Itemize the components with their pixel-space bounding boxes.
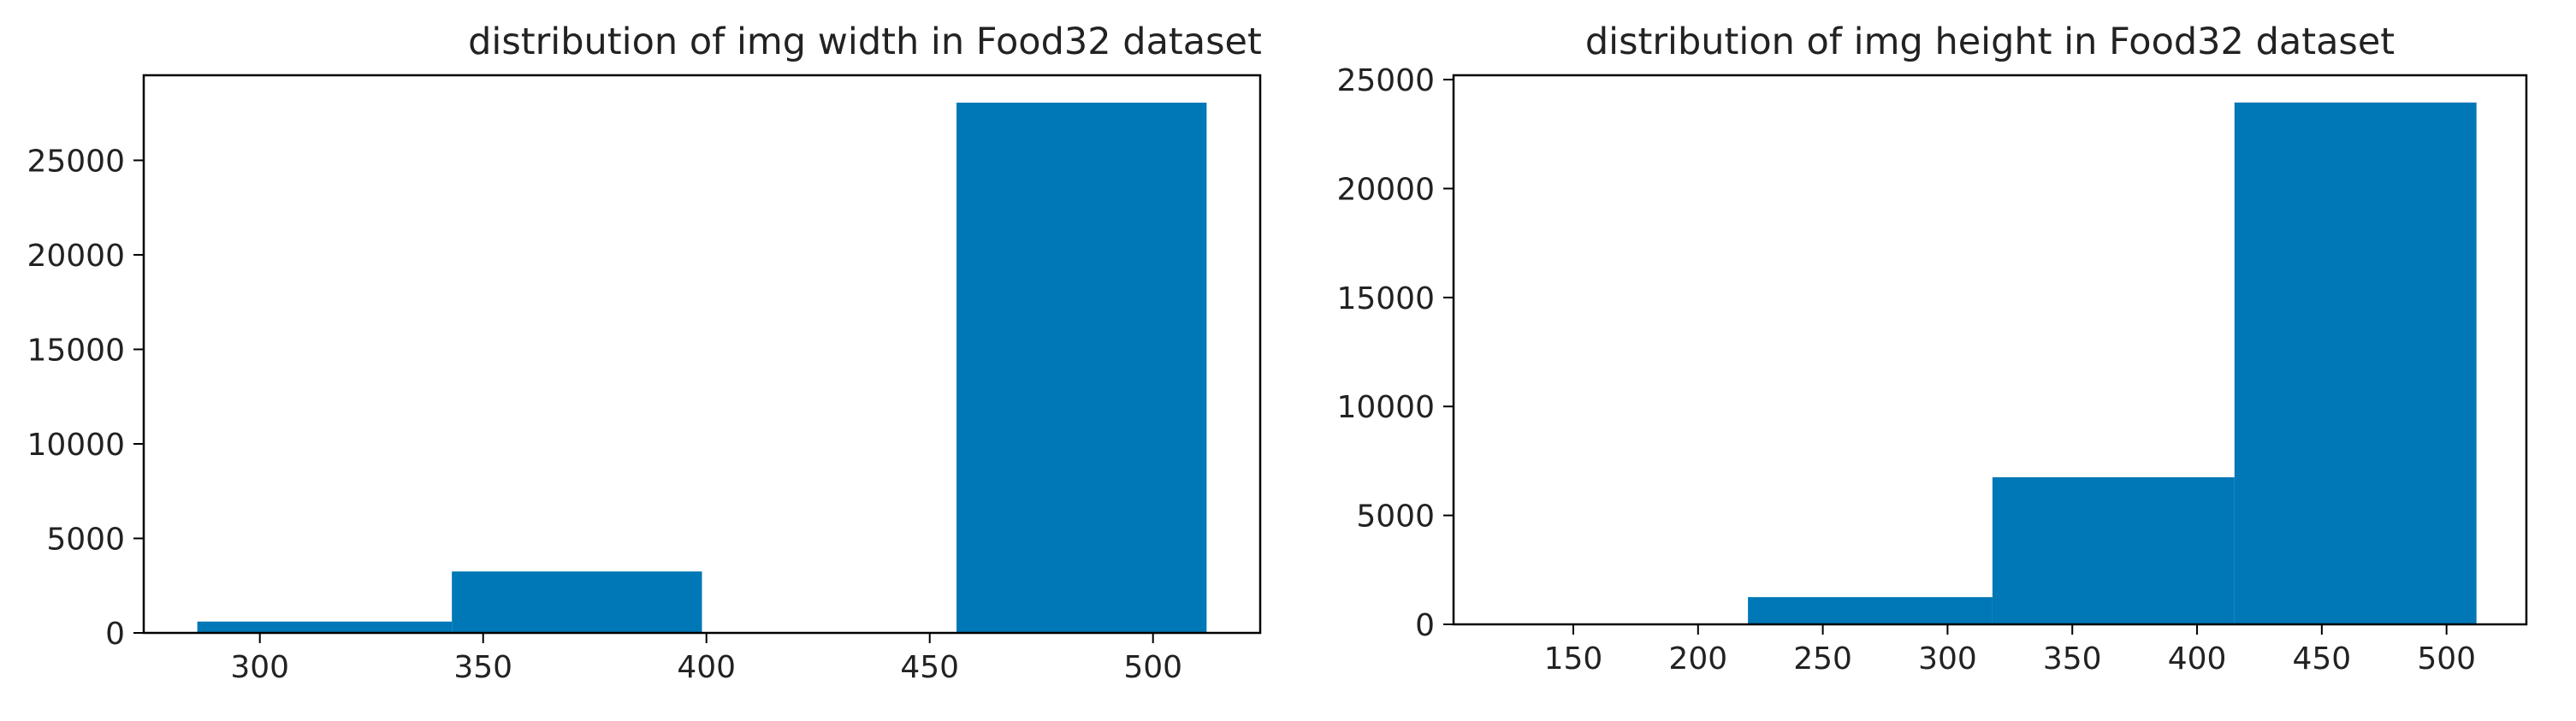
y-axis-width: 0 5000 10000 15000 20000 25000 [27,144,144,652]
x-tick-label: 450 [2293,641,2352,677]
chart-title-width: distribution of img width in Food32 data… [468,21,1262,63]
bars-height [1748,102,2477,625]
x-tick-label: 400 [2168,641,2227,677]
x-tick-label: 300 [230,650,289,685]
x-tick-label: 200 [1668,641,1727,677]
bars-width [197,103,1207,633]
y-tick-label: 10000 [27,428,125,463]
y-tick-label: 20000 [1336,172,1435,207]
y-tick-label: 10000 [1336,390,1435,425]
y-tick-label: 15000 [1336,281,1435,316]
x-tick-label: 350 [2043,641,2102,677]
x-tick-label: 150 [1544,641,1603,677]
plot-frame-width [142,74,1262,635]
x-tick-label: 300 [1918,641,1977,677]
chart-width: distribution of img width in Food32 data… [27,21,1261,685]
y-axis-height: 0 5000 10000 15000 20000 25000 [1336,63,1454,643]
x-tick-label: 250 [1793,641,1852,677]
y-tick-label: 0 [105,617,125,652]
histogram-bar-width-1 [452,571,702,633]
chart-title-height: distribution of img height in Food32 dat… [1585,21,2395,63]
x-axis-height: 150 200 250 300 350 400 450 500 [1544,624,2476,677]
plot-frame-height [1452,74,2528,626]
histogram-bar-width-0 [197,621,453,633]
histogram-bar-width-3 [956,103,1207,633]
y-tick-label: 25000 [1336,63,1435,98]
x-axis-width: 300 350 400 450 500 [230,633,1182,685]
chart-height: distribution of img height in Food32 dat… [1336,21,2528,677]
x-tick-label: 350 [453,650,512,685]
y-tick-label: 5000 [1356,499,1435,535]
y-tick-label: 5000 [46,522,125,557]
histogram-bar-height-2 [1992,477,2235,624]
y-tick-label: 0 [1415,608,1435,643]
x-tick-label: 500 [2417,641,2476,677]
histogram-bar-height-1 [1748,597,1993,624]
y-tick-label: 25000 [27,144,125,179]
x-tick-label: 400 [677,650,736,685]
histogram-bar-height-3 [2234,102,2477,625]
x-tick-label: 450 [900,650,959,685]
x-tick-label: 500 [1123,650,1182,685]
y-tick-label: 20000 [27,239,125,274]
y-tick-label: 15000 [27,333,125,368]
